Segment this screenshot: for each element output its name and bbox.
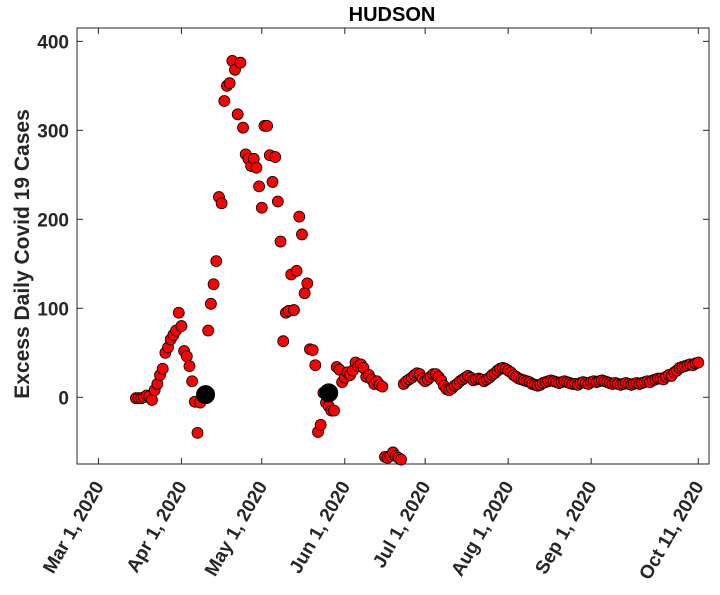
- x-tick-label: Oct 11, 2020: [635, 478, 708, 584]
- series-black-points: [196, 383, 339, 405]
- data-point: [328, 404, 340, 417]
- data-point: [296, 228, 308, 241]
- data-point: [290, 265, 303, 277]
- y-tick-label: 200: [37, 210, 69, 231]
- chart-title: HUDSON: [349, 4, 436, 26]
- x-tick-label: Sep 1, 2020: [532, 478, 602, 578]
- axes-box: [76, 27, 710, 465]
- data-point: [274, 235, 287, 248]
- data-point: [191, 426, 204, 439]
- data-point: [175, 320, 188, 332]
- data-point: [301, 277, 314, 290]
- data-point: [231, 108, 244, 121]
- data-point: [180, 350, 193, 363]
- data-point: [202, 324, 215, 337]
- y-axis: 0 100 200 300 400: [37, 32, 709, 409]
- x-tick-label: Aug 1, 2020: [447, 478, 518, 580]
- data-point: [234, 56, 247, 69]
- data-point: [269, 151, 282, 163]
- data-point: [293, 210, 306, 223]
- y-axis-label: Excess Daily Covid 19 Cases: [11, 109, 34, 399]
- data-point: [271, 195, 284, 208]
- data-point: [395, 453, 407, 466]
- data-point: [204, 297, 217, 310]
- data-point: [237, 121, 249, 134]
- x-tick-label: Jul 1, 2020: [369, 478, 435, 572]
- data-point: [186, 375, 199, 388]
- data-point: [207, 278, 220, 291]
- data-point: [306, 344, 319, 357]
- plot-area: 0 100 200 300 400 Mar 1, 2020 Apr 1, 2020 May …: [37, 27, 710, 584]
- y-tick-label: 0: [58, 388, 69, 409]
- data-point: [223, 77, 236, 90]
- data-point: [218, 95, 231, 107]
- data-point: [266, 176, 279, 188]
- data-point: [298, 287, 311, 300]
- x-tick-label: Jun 1, 2020: [286, 478, 355, 577]
- x-tick-label: Mar 1, 2020: [39, 478, 108, 577]
- highlight-point: [319, 383, 339, 403]
- data-point: [183, 360, 196, 373]
- data-point: [255, 201, 268, 214]
- data-point: [215, 197, 228, 210]
- x-axis: Mar 1, 2020 Apr 1, 2020 May 1, 2020 Jun 1, …: [39, 28, 709, 584]
- x-tick-label: Apr 1, 2020: [123, 478, 192, 576]
- y-tick-label: 100: [37, 299, 69, 320]
- series-red-points: [130, 55, 705, 466]
- highlight-point: [196, 385, 216, 405]
- data-point: [309, 359, 322, 372]
- data-point: [277, 335, 290, 348]
- data-point: [172, 306, 185, 319]
- data-point: [250, 161, 263, 174]
- data-point: [314, 418, 327, 431]
- data-point: [692, 356, 705, 369]
- data-point: [288, 304, 300, 316]
- y-tick-label: 300: [37, 121, 69, 142]
- data-point: [146, 394, 158, 406]
- data-point: [376, 380, 389, 393]
- data-point: [156, 362, 169, 375]
- data-point: [253, 180, 266, 193]
- x-tick-label: May 1, 2020: [201, 478, 272, 580]
- y-tick-label: 400: [37, 32, 69, 53]
- data-point: [210, 255, 223, 268]
- data-point: [261, 119, 274, 132]
